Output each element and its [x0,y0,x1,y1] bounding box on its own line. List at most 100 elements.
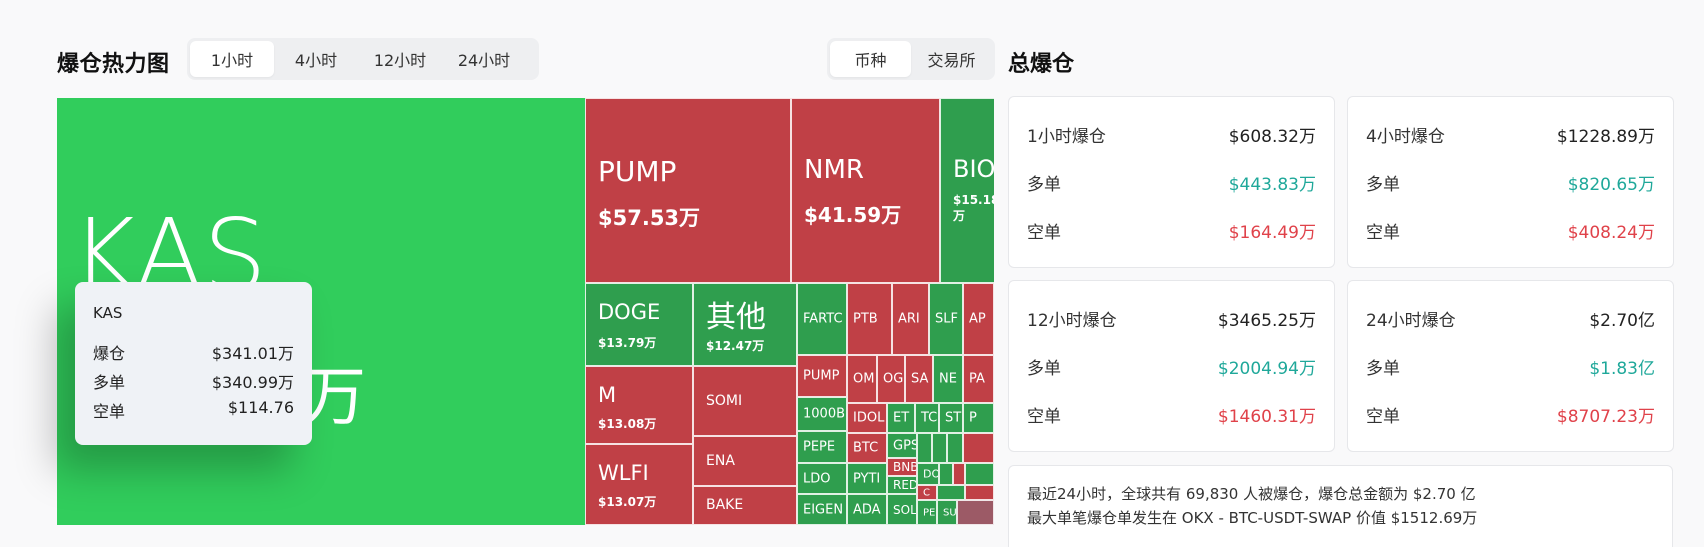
treemap-cell-misc-9[interactable] [965,485,994,500]
treemap-cell-nmr[interactable]: NMR $41.59万 [791,98,940,283]
card-long-value: $820.65万 [1567,174,1655,195]
treemap-cell-doge[interactable]: DOGE $13.79万 [585,283,693,366]
cell-value: $41.59万 [804,203,902,227]
cell-name: P [969,410,977,426]
card-period: 1小时爆仓 [1027,126,1106,147]
cell-name: WLFI [598,461,649,485]
total-card-1h: 1小时爆仓 $608.32万 多单 $443.83万 空单 $164.49万 [1008,96,1335,268]
cell-name: ENA [706,453,735,469]
card-long-value: $1.83亿 [1589,358,1655,379]
cell-name: PA [969,371,985,387]
cell-value: $12.47万 [706,339,765,353]
treemap-cell-om[interactable]: OM [847,355,877,403]
treemap-cell-bnb[interactable]: BNB [887,458,917,476]
card-short-label: 空单 [1366,406,1400,427]
tab-4h[interactable]: 4小时 [294,51,338,70]
cell-name: NMR [804,155,864,185]
treemap-cell-ari[interactable]: ARI [892,283,929,355]
treemap-cell-pa[interactable]: PA [963,355,994,403]
card-long-label: 多单 [1366,358,1400,379]
card-total: $2.70亿 [1589,310,1655,331]
time-range-tabs: 1小时 4小时 12小时 24小时 [187,38,539,80]
treemap-cell-pump[interactable]: PUMP $57.53万 [585,98,791,283]
treemap-cell-misc-3[interactable] [947,433,963,463]
cell-value: $15.18万 [953,193,994,223]
treemap-cell-idol[interactable]: IDOL [847,403,887,433]
card-long-value: $2004.94万 [1217,358,1316,379]
card-short-label: 空单 [1027,406,1061,427]
card-long-label: 多单 [1027,174,1061,195]
tab-24h[interactable]: 24小时 [457,51,511,70]
cell-name: LDO [803,471,831,486]
treemap-cell-other[interactable]: 其他 $12.47万 [693,283,797,366]
treemap-cell-slf[interactable]: SLF [929,283,963,355]
treemap-cell-misc-2[interactable] [932,433,947,463]
cell-value: $57.53万 [598,206,701,230]
cell-name: ET [893,410,910,426]
treemap-cell-pump-small[interactable]: PUMP [797,355,847,397]
treemap-cell-bake[interactable]: BAKE [693,486,797,525]
cell-value: 万 [302,361,366,435]
treemap-cell-btc[interactable]: BTC [847,433,887,463]
treemap-cell-somi[interactable]: SOMI [693,366,797,436]
treemap-cell-pe[interactable]: PE [917,500,937,525]
treemap-cell-c[interactable]: C [917,485,937,500]
treemap-cell-ne[interactable]: NE [933,355,963,403]
treemap-cell-m[interactable]: M $13.08万 [585,366,693,444]
treemap-cell-ena[interactable]: ENA [693,436,797,486]
cell-name: 1000B [803,406,846,422]
cell-name: AP [969,311,986,327]
treemap-cell-og[interactable]: OG [877,355,905,403]
treemap-cell-1000b[interactable]: 1000B [797,397,847,431]
treemap-cell-ldo[interactable]: LDO [797,463,847,494]
cell-name: 其他 [706,300,766,335]
cell-name: SOL [893,502,917,517]
treemap-cell-et[interactable]: ET [887,403,915,433]
treemap-cell-st[interactable]: ST [939,403,963,433]
cell-name: EIGEN [803,502,844,517]
treemap-cell-misc-1[interactable] [917,433,932,463]
cell-name: SU [943,507,957,518]
treemap-cell-red[interactable]: RED [887,476,917,494]
cell-name: IDOL [853,410,885,426]
treemap-cell-tc[interactable]: TC [915,403,939,433]
cell-name: PEPE [803,439,836,455]
treemap-cell-misc-10[interactable] [957,500,994,525]
cell-name: BAKE [706,497,744,513]
cell-name: OG [883,371,904,387]
treemap-cell-misc-4[interactable] [963,433,994,463]
card-short-value: $1460.31万 [1217,406,1316,427]
treemap-cell-wlfi[interactable]: WLFI $13.07万 [585,444,693,525]
tooltip-label: 爆仓 [93,344,126,363]
treemap-cell-pyth[interactable]: PYTI [847,463,887,494]
treemap-cell-eigen[interactable]: EIGEN [797,494,847,525]
treemap-cell-gps[interactable]: GPS [887,433,917,458]
total-liquidation-title: 总爆仓 [1008,52,1075,77]
tooltip-value: $114.76 [227,398,294,417]
cell-name: PTB [853,311,878,327]
cell-name: PUMP [598,155,677,188]
treemap-cell-misc-6[interactable] [953,463,965,485]
cell-name: SOMI [706,393,743,409]
treemap-cell-sol[interactable]: SOL [887,494,917,525]
treemap-cell-do[interactable]: DO [917,463,939,485]
tab-coin[interactable]: 币种 [830,41,911,77]
treemap-cell-su[interactable]: SU [937,500,957,525]
treemap-cell-pepe[interactable]: PEPE [797,431,847,463]
tab-exchange[interactable]: 交易所 [927,51,976,70]
treemap-cell-ap[interactable]: AP [963,283,994,355]
cell-name: PE [923,507,936,518]
tab-1h[interactable]: 1小时 [190,41,274,77]
cell-name: SA [911,371,929,387]
treemap-cell-p[interactable]: P [963,403,994,433]
treemap-cell-misc-7[interactable] [965,463,994,485]
treemap-cell-ptb[interactable]: PTB [847,283,892,355]
tab-12h[interactable]: 12小时 [373,51,427,70]
treemap-cell-misc-5[interactable] [939,463,953,485]
treemap-cell-misc-8[interactable] [937,485,965,500]
treemap-cell-ada[interactable]: ADA [847,494,887,525]
treemap-cell-sa[interactable]: SA [905,355,933,403]
treemap-cell-fartcoin[interactable]: FARTC [797,283,847,355]
treemap-cell-bio[interactable]: BIO $15.18万 [940,98,994,283]
cell-name: NE [939,371,957,387]
